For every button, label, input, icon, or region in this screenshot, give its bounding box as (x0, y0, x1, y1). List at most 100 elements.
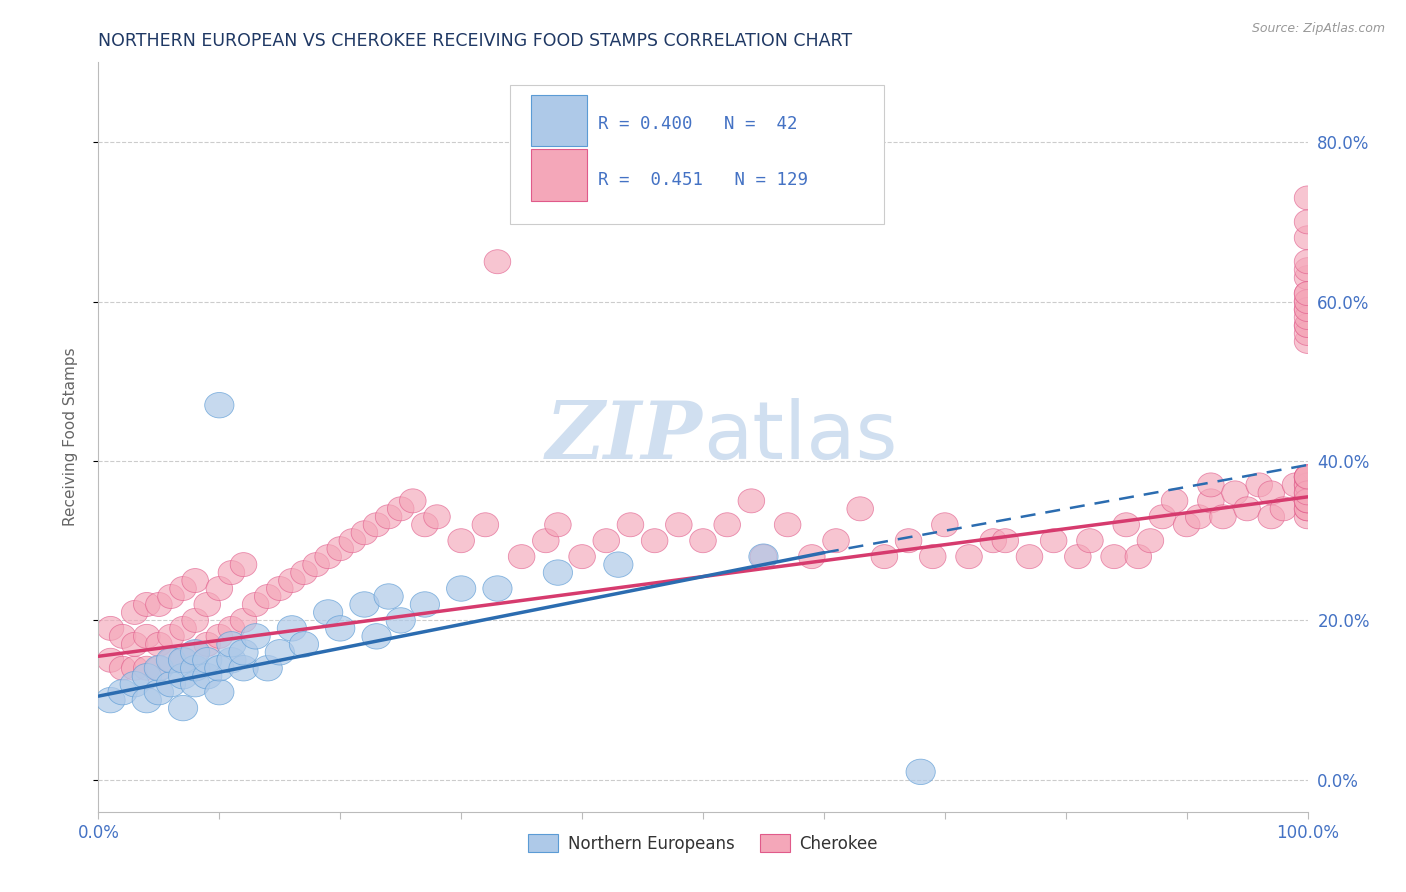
Ellipse shape (690, 529, 716, 553)
Ellipse shape (1295, 250, 1320, 274)
Ellipse shape (1258, 481, 1285, 505)
Ellipse shape (1258, 505, 1285, 529)
Ellipse shape (1295, 465, 1320, 489)
Ellipse shape (1295, 305, 1320, 329)
Ellipse shape (1185, 505, 1212, 529)
Ellipse shape (1295, 298, 1320, 321)
Ellipse shape (242, 592, 269, 616)
Ellipse shape (180, 672, 209, 697)
Ellipse shape (472, 513, 499, 537)
Ellipse shape (1114, 513, 1139, 537)
Ellipse shape (278, 568, 305, 592)
Ellipse shape (714, 513, 741, 537)
Ellipse shape (1295, 282, 1320, 306)
Ellipse shape (205, 656, 233, 681)
Ellipse shape (240, 624, 270, 649)
Ellipse shape (896, 529, 922, 553)
Ellipse shape (218, 616, 245, 640)
Ellipse shape (134, 624, 160, 648)
Ellipse shape (980, 529, 1007, 553)
Ellipse shape (156, 672, 186, 697)
Ellipse shape (1295, 329, 1320, 353)
Ellipse shape (157, 648, 184, 673)
Ellipse shape (314, 599, 343, 625)
FancyBboxPatch shape (509, 85, 884, 224)
Ellipse shape (1295, 505, 1320, 529)
Ellipse shape (134, 657, 160, 681)
Ellipse shape (423, 505, 450, 529)
Ellipse shape (181, 640, 208, 665)
Ellipse shape (872, 545, 897, 569)
Ellipse shape (181, 608, 208, 632)
Ellipse shape (1295, 298, 1320, 321)
Ellipse shape (145, 656, 173, 681)
FancyBboxPatch shape (531, 95, 586, 146)
Ellipse shape (993, 529, 1018, 553)
Ellipse shape (533, 529, 560, 553)
Ellipse shape (569, 545, 595, 569)
Ellipse shape (823, 529, 849, 553)
Ellipse shape (1222, 481, 1249, 505)
Ellipse shape (170, 648, 197, 673)
Ellipse shape (1295, 258, 1320, 282)
Ellipse shape (194, 592, 221, 616)
Ellipse shape (326, 615, 354, 641)
Ellipse shape (1295, 313, 1320, 337)
Ellipse shape (266, 640, 294, 665)
Text: atlas: atlas (703, 398, 897, 476)
Ellipse shape (108, 680, 138, 705)
Ellipse shape (110, 657, 136, 681)
Ellipse shape (267, 576, 292, 600)
Ellipse shape (315, 545, 342, 569)
Ellipse shape (388, 497, 413, 521)
Ellipse shape (352, 521, 378, 545)
Ellipse shape (193, 648, 222, 673)
Ellipse shape (132, 688, 162, 713)
Ellipse shape (134, 592, 160, 616)
Ellipse shape (145, 680, 173, 705)
Ellipse shape (156, 648, 186, 673)
Y-axis label: Receiving Food Stamps: Receiving Food Stamps (63, 348, 77, 526)
Ellipse shape (544, 513, 571, 537)
Ellipse shape (146, 592, 172, 616)
Ellipse shape (449, 529, 474, 553)
Ellipse shape (170, 616, 197, 640)
Ellipse shape (97, 648, 124, 673)
Ellipse shape (411, 591, 440, 617)
Ellipse shape (1295, 497, 1320, 521)
Ellipse shape (290, 632, 319, 657)
Ellipse shape (229, 640, 259, 665)
Ellipse shape (207, 576, 232, 600)
Ellipse shape (1234, 497, 1260, 521)
Ellipse shape (254, 584, 281, 608)
Ellipse shape (1077, 529, 1104, 553)
Ellipse shape (905, 759, 935, 785)
Ellipse shape (1295, 489, 1320, 513)
Ellipse shape (1161, 489, 1188, 513)
Ellipse shape (749, 544, 778, 569)
Ellipse shape (97, 616, 124, 640)
Ellipse shape (1064, 545, 1091, 569)
Ellipse shape (1295, 321, 1320, 345)
Ellipse shape (751, 545, 776, 569)
Ellipse shape (121, 657, 148, 681)
Ellipse shape (641, 529, 668, 553)
Ellipse shape (157, 584, 184, 608)
Ellipse shape (1282, 473, 1309, 497)
Ellipse shape (1295, 465, 1320, 489)
Ellipse shape (1295, 186, 1320, 210)
Ellipse shape (193, 664, 222, 689)
Ellipse shape (169, 648, 198, 673)
Legend: Northern Europeans, Cherokee: Northern Europeans, Cherokee (522, 828, 884, 860)
Ellipse shape (218, 560, 245, 584)
Text: Source: ZipAtlas.com: Source: ZipAtlas.com (1251, 22, 1385, 36)
Ellipse shape (181, 568, 208, 592)
Ellipse shape (920, 545, 946, 569)
Ellipse shape (543, 560, 572, 585)
Ellipse shape (169, 664, 198, 689)
Ellipse shape (603, 552, 633, 577)
Text: R = 0.400   N =  42: R = 0.400 N = 42 (598, 115, 797, 133)
Ellipse shape (180, 656, 209, 681)
Ellipse shape (1295, 473, 1320, 497)
Ellipse shape (617, 513, 644, 537)
